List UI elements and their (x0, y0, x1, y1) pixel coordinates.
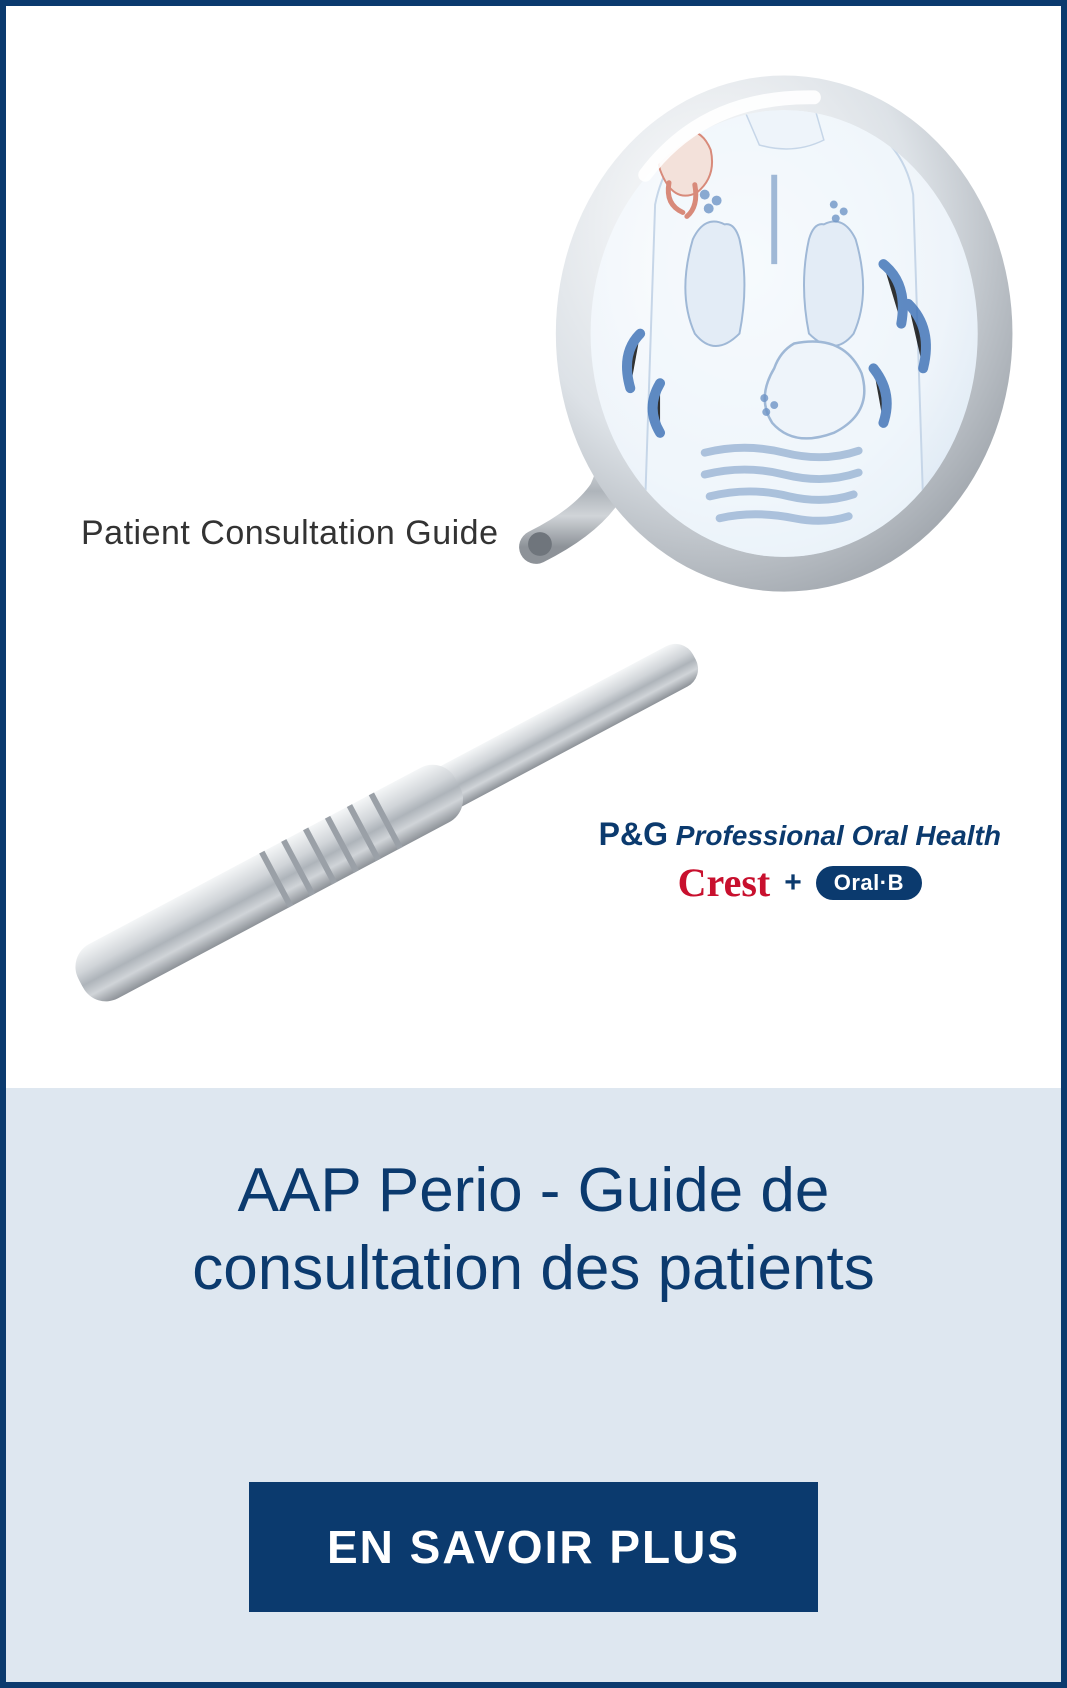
pg-logo-text: P&G (599, 816, 668, 852)
guide-label: Patient Consultation Guide (81, 514, 498, 553)
learn-more-button[interactable]: EN SAVOIR PLUS (249, 1482, 818, 1612)
content-card: Patient Consultation Guide (0, 0, 1067, 1688)
card-lower-panel: AAP Perio - Guide de consultation des pa… (6, 1088, 1061, 1682)
pg-brand-line: P&G Professional Oral Health (599, 816, 1001, 853)
card-upper-panel: Patient Consultation Guide (6, 6, 1061, 1088)
crest-logo-text: Crest (678, 859, 771, 906)
sub-brand-row: Crest + Oral·B (599, 859, 1001, 906)
oralb-badge: Oral·B (816, 866, 922, 900)
brand-block: P&G Professional Oral Health Crest + Ora… (599, 816, 1001, 906)
card-title: AAP Perio - Guide de consultation des pa… (84, 1152, 984, 1307)
brand-plus: + (784, 866, 802, 900)
pg-suffix-text: Professional Oral Health (676, 820, 1001, 851)
